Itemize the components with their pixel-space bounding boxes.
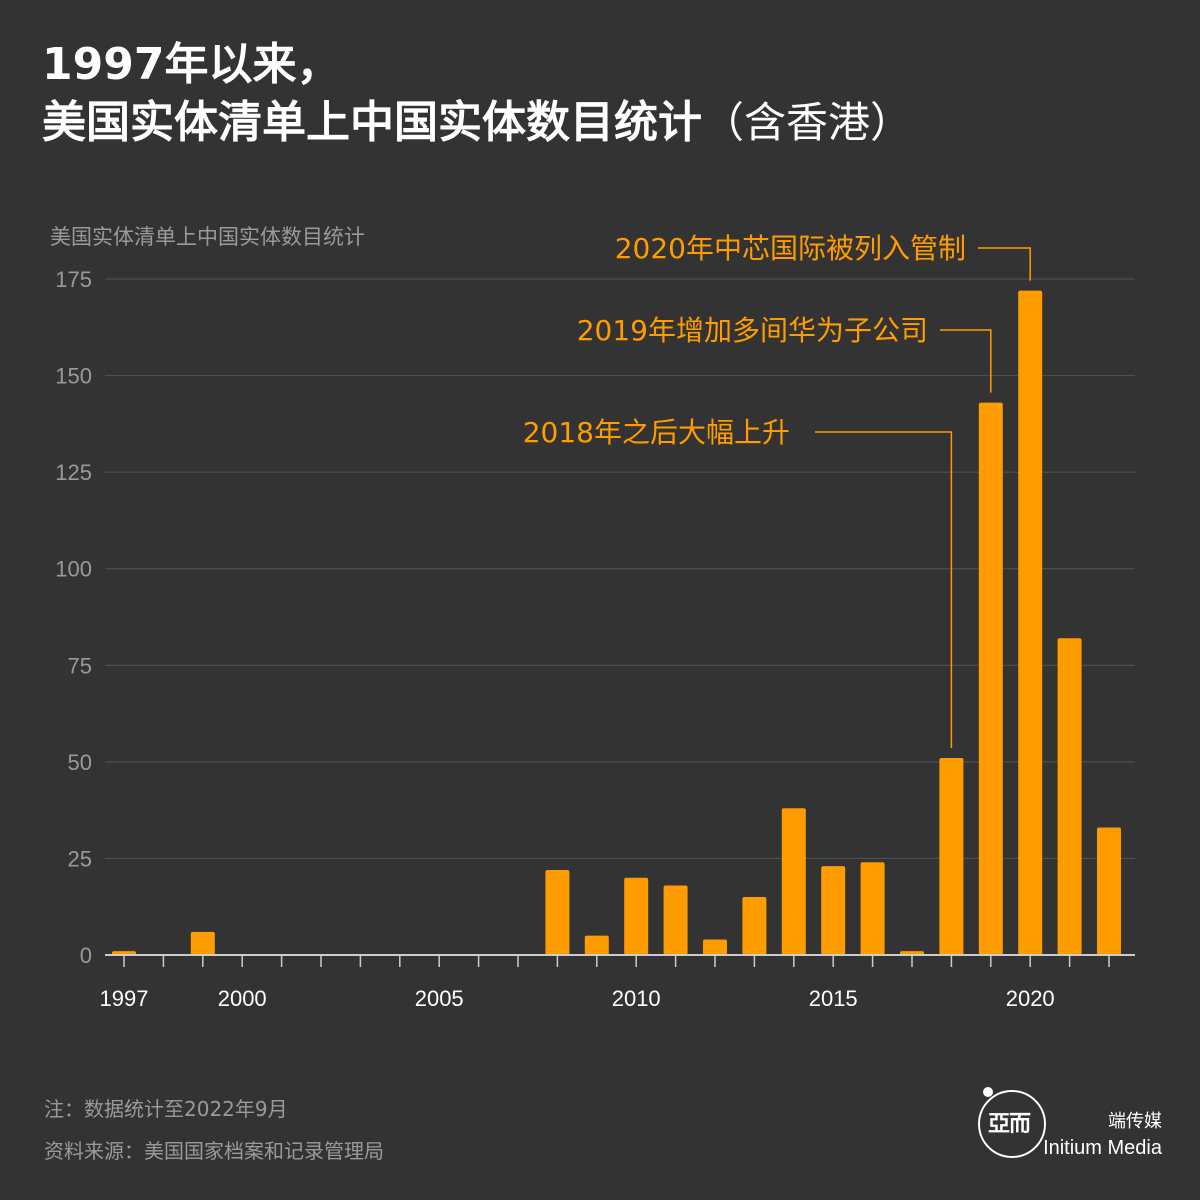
logo-dot xyxy=(983,1087,993,1097)
source-note: 资料来源：美国国家档案和记录管理局 xyxy=(44,1139,384,1163)
page-title-main: 美国实体清单上中国实体数目统计 xyxy=(42,97,702,148)
bar-2018 xyxy=(939,757,964,955)
x-axis xyxy=(105,954,1135,967)
bar-2011 xyxy=(663,885,688,955)
brand-name-en: Initium Media xyxy=(1043,1137,1162,1159)
title-block: 1997年以来， 美国实体清单上中国实体数目统计（含香港） xyxy=(42,36,912,152)
x-tick-label: 2005 xyxy=(415,986,464,1011)
bar-2014 xyxy=(781,808,806,955)
bar-2012 xyxy=(703,939,727,955)
annotation-leader-2019 xyxy=(940,329,992,393)
annotation-leader-2020 xyxy=(978,247,1031,281)
bar-2022 xyxy=(1097,827,1121,955)
logo-glyph: 亞而 xyxy=(988,1112,1031,1137)
y-tick-labels: 0 25 50 75 100 125 150 175 xyxy=(55,267,92,968)
y-tick-label: 100 xyxy=(55,557,92,582)
y-tick-label: 175 xyxy=(55,267,92,292)
bar-2021 xyxy=(1057,638,1082,955)
annotation-2020: 2020年中芯国际被列入管制 xyxy=(615,232,966,265)
page-title-suffix: （含香港） xyxy=(702,98,913,147)
y-tick-label: 125 xyxy=(55,460,92,485)
y-tick-label: 150 xyxy=(55,364,92,389)
x-tick-label: 2010 xyxy=(612,986,661,1011)
y-tick-label: 25 xyxy=(68,846,92,871)
x-tick-label: 1997 xyxy=(100,986,149,1011)
bar-2016 xyxy=(860,862,885,955)
annotation-2018: 2018年之后大幅上升 xyxy=(523,416,790,449)
data-note: 注：数据统计至2022年9月 xyxy=(44,1097,288,1121)
brand-name-cn: 端传媒 xyxy=(1108,1111,1162,1132)
annotation-leader-2018 xyxy=(815,431,953,748)
bar-2009 xyxy=(584,935,609,955)
page-title-line2: 美国实体清单上中国实体数目统计（含香港） xyxy=(42,94,912,152)
x-tick-labels: 1997 2000 2005 2010 2015 2020 xyxy=(100,986,1055,1011)
page-title-line1: 1997年以来， xyxy=(42,39,341,90)
bar-2019 xyxy=(978,402,1003,955)
bar-2010 xyxy=(624,877,649,955)
bar-2015 xyxy=(821,866,846,955)
bar-chart: 0 25 50 75 100 125 150 175 美国实体清单上中国实体数目统计 1997… xyxy=(50,225,1135,1011)
x-tick-label: 2015 xyxy=(809,986,858,1011)
annotations: 2020年中芯国际被列入管制 2019年增加多间华为子公司 2018年之后大幅上升 xyxy=(523,232,1031,748)
bar-2008 xyxy=(545,870,570,955)
annotation-2019: 2019年增加多间华为子公司 xyxy=(577,314,928,347)
x-tick-label: 2000 xyxy=(218,986,267,1011)
notes-block: 注：数据统计至2022年9月 资料来源：美国国家档案和记录管理局 xyxy=(44,1088,384,1172)
y-tick-label: 0 xyxy=(80,943,92,968)
y-axis-label: 美国实体清单上中国实体数目统计 xyxy=(50,225,365,249)
bar-1999 xyxy=(190,931,215,955)
bar-2020 xyxy=(1018,290,1043,955)
brand-block: 端传媒 Initium Media xyxy=(1043,1110,1162,1162)
y-tick-label: 50 xyxy=(68,750,92,775)
x-tick-label: 2020 xyxy=(1006,986,1055,1011)
bar-2013 xyxy=(742,897,767,955)
bars xyxy=(112,290,1121,955)
initium-logo-icon xyxy=(978,1090,1046,1158)
y-tick-label: 75 xyxy=(68,653,92,678)
